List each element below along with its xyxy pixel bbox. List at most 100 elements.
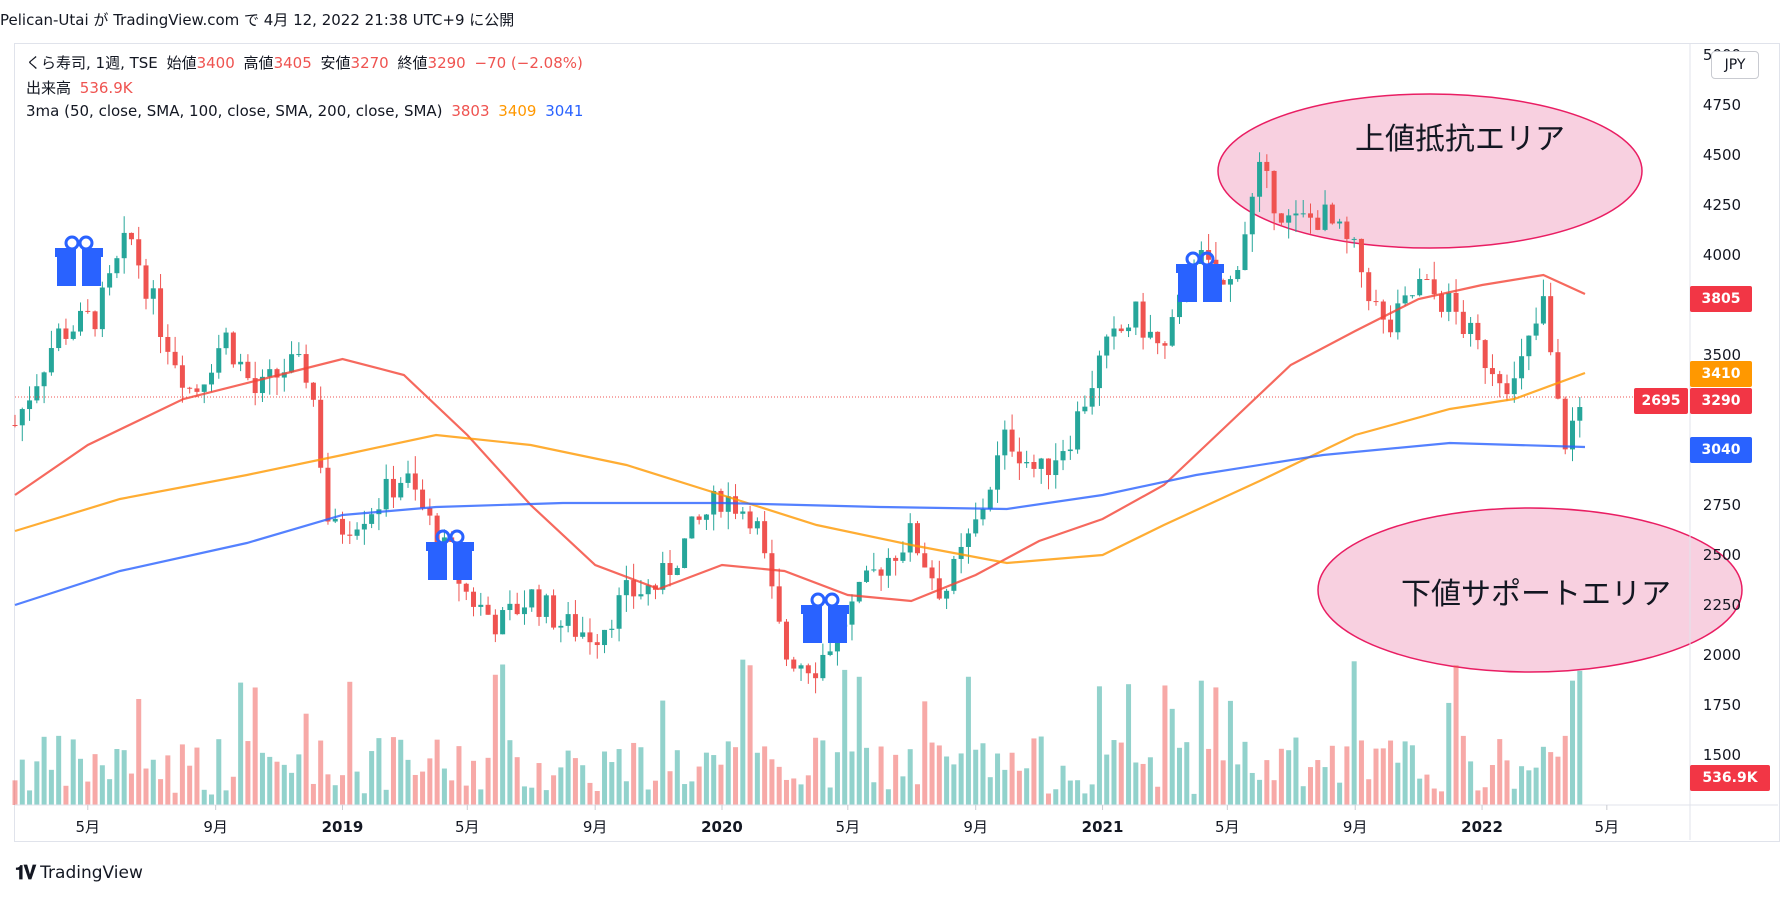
candle-body — [398, 482, 404, 498]
candle-body — [718, 490, 724, 512]
candle-body — [471, 591, 477, 607]
gift-bow-left — [64, 235, 80, 251]
candle-body — [572, 614, 578, 637]
volume-bar — [369, 751, 375, 805]
candle-body — [296, 354, 302, 356]
volume-bar — [718, 764, 724, 805]
volume-bar — [1329, 745, 1335, 805]
volume-bar — [1577, 670, 1583, 805]
candle-body — [56, 328, 62, 349]
candle-body — [703, 514, 709, 520]
volume-bar — [1067, 780, 1073, 805]
volume-bar — [1570, 680, 1576, 805]
volume-bar — [1140, 763, 1146, 805]
volume-bar — [907, 749, 913, 805]
volume-bar — [944, 756, 950, 805]
volume-bar — [85, 781, 91, 805]
ma50-price-tag: 3805 — [1690, 286, 1752, 312]
candle-body — [893, 557, 899, 561]
candle-body — [223, 332, 229, 349]
currency-button[interactable]: JPY — [1711, 51, 1759, 79]
candle-body — [536, 589, 542, 617]
volume-bar — [1162, 685, 1168, 805]
candle-body — [1395, 303, 1401, 333]
volume-bar — [121, 750, 127, 805]
candle-body — [354, 529, 360, 536]
volume-bar — [1002, 769, 1008, 805]
volume-bar — [70, 739, 76, 805]
volume-bar — [383, 789, 389, 805]
volume-bar — [660, 700, 666, 805]
volume-bar — [172, 792, 178, 805]
candle-body — [1519, 356, 1525, 379]
gift-bow-left — [810, 592, 826, 608]
candle-body — [1329, 204, 1335, 224]
chart-frame[interactable] — [14, 43, 1780, 842]
volume-bar — [1104, 754, 1110, 805]
candle-body — [238, 361, 244, 365]
candle-body — [1024, 462, 1030, 464]
candle-body — [158, 288, 164, 337]
volume-bar — [1191, 793, 1197, 805]
volume-bar — [791, 778, 797, 805]
lower-support-ellipse — [1317, 507, 1743, 673]
volume-bar — [1169, 708, 1175, 805]
volume-bar — [456, 746, 462, 805]
candle-body — [1257, 161, 1263, 197]
candle-body — [383, 478, 389, 510]
candle-body — [1067, 449, 1073, 452]
volume-bar — [805, 775, 811, 805]
candle-body — [1176, 294, 1182, 318]
volume-bar — [296, 754, 302, 805]
ma200-price-tag: 3040 — [1690, 437, 1752, 463]
candle-body — [1133, 301, 1139, 328]
volume-label: 出来高 — [26, 79, 72, 97]
volume-bar — [1533, 767, 1539, 805]
volume-bar — [19, 759, 25, 805]
candle-body — [1322, 204, 1328, 230]
candle-body — [143, 265, 149, 299]
candle-body — [259, 376, 265, 394]
volume-bar — [965, 676, 971, 805]
candle-body — [92, 311, 98, 330]
volume-bar — [1176, 747, 1182, 805]
price-tick-label: 2750 — [1703, 496, 1741, 514]
volume-bar — [1439, 791, 1445, 805]
volume-bar — [12, 780, 18, 805]
volume-bar — [529, 787, 535, 805]
volume-bar — [893, 754, 899, 805]
candle-body — [12, 425, 18, 426]
candle-body — [310, 382, 316, 400]
volume-bar — [973, 749, 979, 805]
footer: 𝟏𝐕 TradingView — [15, 862, 143, 884]
volume-bar — [1096, 686, 1102, 805]
gift-bow-left — [1185, 251, 1201, 267]
volume-bar — [281, 764, 287, 805]
price-tick-label: 2250 — [1703, 596, 1741, 614]
volume-bar — [645, 789, 651, 805]
candle-body — [136, 239, 142, 266]
candle-body — [1002, 429, 1008, 456]
volume-bar — [434, 739, 440, 805]
candle-body — [78, 310, 84, 332]
candle-body — [754, 521, 760, 529]
volume-bar — [1213, 687, 1219, 805]
candle-body — [951, 558, 957, 591]
volume-bar — [1016, 770, 1022, 805]
volume-bar — [1315, 760, 1321, 805]
volume-bar — [390, 737, 396, 805]
volume-bar — [136, 698, 142, 805]
candle-body — [645, 585, 651, 595]
volume-bar — [834, 752, 840, 805]
candle-body — [1009, 429, 1015, 452]
volume-bar — [332, 785, 338, 805]
volume-bar — [507, 740, 513, 805]
volume-bar — [1024, 768, 1030, 805]
volume-bar — [361, 793, 367, 805]
candle-body — [682, 538, 688, 568]
volume-bar — [128, 773, 134, 805]
price-tick-label: 1750 — [1703, 696, 1741, 714]
volume-bar — [1395, 762, 1401, 805]
